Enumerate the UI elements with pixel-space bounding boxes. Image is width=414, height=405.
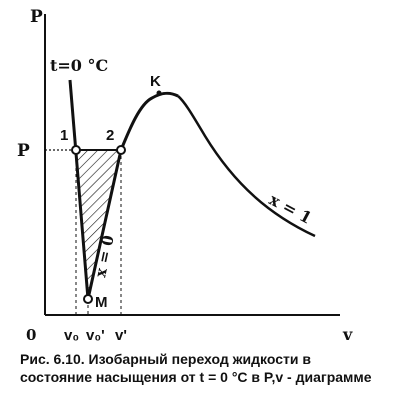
pressure-tick-label: P — [17, 141, 30, 161]
isotherm-line — [68, 79, 90, 300]
v-prime-label: v' — [115, 327, 127, 344]
caption-line-1: Рис. 6.10. Изобарный переход жидкости в — [20, 351, 311, 367]
point-m — [83, 294, 93, 304]
point-1 — [71, 145, 81, 155]
caption-line-2: состояние насыщения от t = 0 °С в P,v - … — [20, 369, 372, 385]
axis-y-label: P — [30, 7, 43, 27]
critical-point-label: K — [150, 73, 161, 90]
hatched-region — [76, 150, 121, 299]
isotherm-label: t=0 °C — [50, 56, 108, 75]
point-2-label: 2 — [106, 127, 114, 144]
curve-x0 — [86, 91, 179, 300]
p-v-diagram: P v 0 P t=0 °C K 1 2 M x = 0 x = 1 v₀ v₀… — [17, 7, 353, 344]
axis-x-label: v — [342, 325, 353, 344]
point-m-label: M — [95, 294, 108, 311]
point-k — [156, 90, 162, 96]
point-1-label: 1 — [60, 127, 68, 144]
v0-prime-label: v₀' — [86, 327, 105, 344]
figure-caption: Рис. 6.10. Изобарный переход жидкости в … — [20, 350, 414, 386]
origin-label: 0 — [26, 326, 36, 344]
v0-label: v₀ — [64, 327, 79, 344]
curve-x1 — [177, 95, 316, 238]
point-2 — [116, 145, 126, 155]
